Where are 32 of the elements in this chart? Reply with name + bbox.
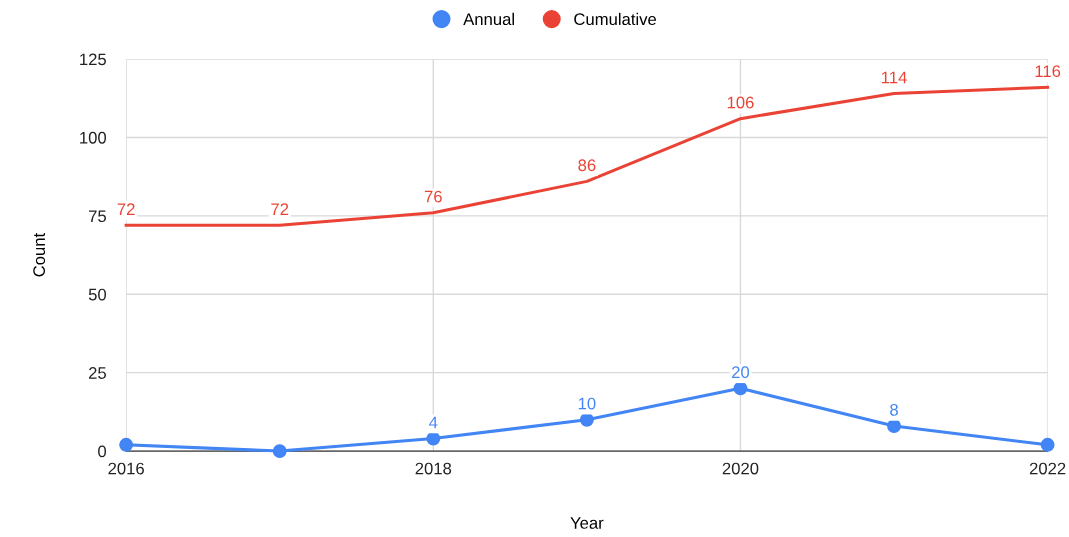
point — [426, 431, 441, 446]
point — [733, 381, 748, 396]
data-label: 10 — [578, 397, 596, 410]
data-label: 20 — [732, 366, 750, 379]
data-label: 8 — [890, 403, 898, 416]
point — [1040, 437, 1055, 452]
data-label: 4 — [429, 416, 438, 429]
x-tick-label: 2022 — [1029, 462, 1066, 475]
point — [119, 437, 134, 452]
y-tick-label: 25 — [89, 367, 106, 379]
x-tick-label: 2016 — [108, 462, 144, 475]
data-label: 72 — [271, 203, 289, 215]
y-axis-title: Count — [33, 232, 46, 277]
data-label: 86 — [578, 159, 596, 172]
y-tick-label: 125 — [80, 53, 106, 66]
x-tick-label: 2020 — [722, 462, 759, 475]
y-tick-label: 50 — [88, 288, 107, 301]
data-label: 114 — [882, 71, 907, 84]
y-tick-label: 0 — [98, 445, 107, 458]
data-label: 72 — [117, 203, 135, 215]
point — [579, 412, 594, 427]
point — [887, 419, 901, 433]
data-label: 116 — [1035, 65, 1061, 78]
legend-label: Cumulative — [574, 12, 657, 26]
y-tick-label: 75 — [89, 210, 106, 223]
point — [272, 444, 287, 459]
data-label: 106 — [727, 96, 754, 109]
y-tick-label: 100 — [80, 131, 107, 144]
legend-label: Annual — [463, 12, 514, 26]
x-tick-label: 2018 — [415, 462, 452, 475]
data-label: 76 — [424, 190, 442, 203]
x-axis-title: Year — [570, 517, 604, 529]
